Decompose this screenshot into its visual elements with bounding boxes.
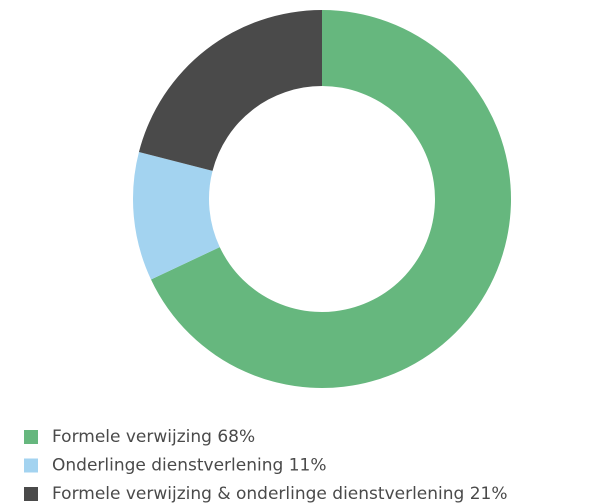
legend-value: 11% bbox=[289, 456, 327, 476]
donut-segment bbox=[138, 10, 322, 171]
legend-name: Formele verwijzing & onderlinge dienstve… bbox=[52, 484, 464, 504]
legend-swatch bbox=[24, 458, 38, 473]
donut-segment bbox=[150, 10, 512, 388]
legend-name: Onderlinge dienstverlening bbox=[52, 456, 283, 476]
donut-segment bbox=[133, 151, 220, 280]
legend-swatch bbox=[24, 487, 38, 501]
legend-label: Formele verwijzing & onderlinge dienstve… bbox=[52, 484, 508, 504]
legend-value: 21% bbox=[470, 484, 508, 504]
legend-label: Formele verwijzing 68% bbox=[52, 427, 255, 447]
legend-name: Formele verwijzing bbox=[52, 427, 212, 447]
legend-label: Onderlinge dienstverlening 11% bbox=[52, 456, 327, 476]
legend-swatch bbox=[24, 430, 38, 444]
legend-value: 68% bbox=[217, 427, 255, 447]
